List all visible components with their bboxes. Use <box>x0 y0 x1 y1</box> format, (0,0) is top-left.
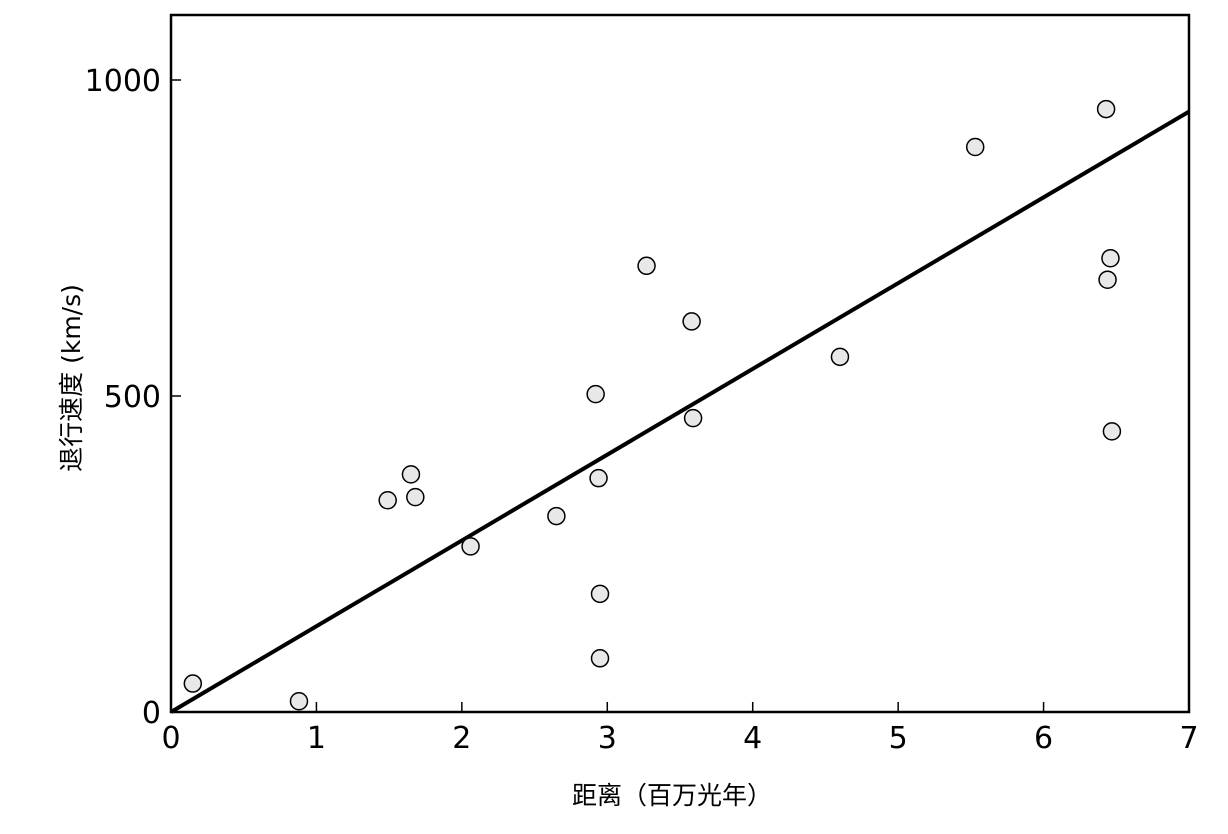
data-point <box>461 537 480 556</box>
y-axis-label: 退行速度 (km/s) <box>57 284 86 472</box>
x-tick-label: 6 <box>1034 721 1053 756</box>
plot-frame <box>169 13 1191 714</box>
x-tick-label: 0 <box>161 721 180 756</box>
y-tick-label: 1000 <box>85 64 161 99</box>
data-point <box>682 312 701 331</box>
data-point <box>1096 99 1116 119</box>
data-point <box>590 584 610 604</box>
data-points <box>183 99 1122 711</box>
data-point <box>1101 248 1120 268</box>
data-point <box>586 384 605 404</box>
x-tick-label: 7 <box>1179 721 1198 756</box>
data-point <box>1098 270 1117 289</box>
data-point <box>183 674 203 693</box>
data-point <box>1102 422 1122 441</box>
trend-line <box>169 109 1191 714</box>
y-tick-label: 500 <box>104 380 161 415</box>
x-tick-label: 1 <box>307 721 326 756</box>
data-point <box>289 692 309 711</box>
data-point <box>830 347 850 367</box>
data-point <box>589 468 608 488</box>
data-point <box>965 137 985 157</box>
x-tick-label: 3 <box>598 721 617 756</box>
data-point <box>683 408 703 428</box>
data-point <box>637 256 656 276</box>
y-tick-label: 0 <box>142 696 161 731</box>
trend-line-group <box>169 109 1191 714</box>
data-point <box>401 465 421 484</box>
axis-ticks: 0 1 2 3 4 5 6 7 0 500 1000 <box>85 64 1199 756</box>
data-point <box>590 649 610 668</box>
data-point <box>406 487 425 507</box>
x-tick-label: 4 <box>743 721 762 756</box>
x-tick-label: 5 <box>889 721 908 756</box>
x-axis-label: 距离（百万光年） <box>572 781 772 810</box>
data-point <box>378 491 397 510</box>
x-tick-label: 2 <box>452 721 471 756</box>
data-point <box>547 506 566 526</box>
